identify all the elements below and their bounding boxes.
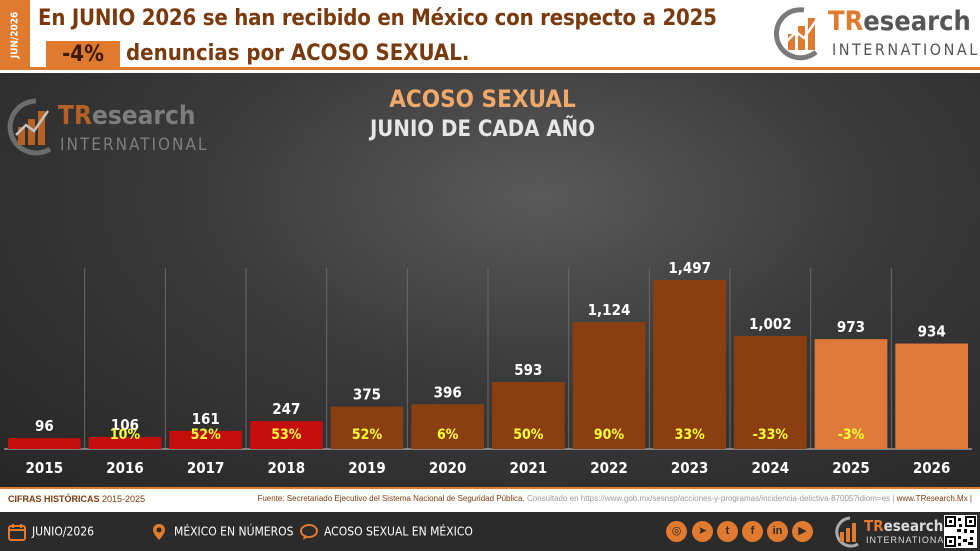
bar-2020 xyxy=(411,404,484,449)
footer-logo[interactable]: TResearch INTERNATIONAL xyxy=(832,515,949,549)
header: JUN/2026 En JUNIO 2026 se han recibido e… xyxy=(0,0,980,70)
calendar-icon xyxy=(8,524,26,541)
footer-mexico-numbers[interactable]: MÉXICO EN NÚMEROS xyxy=(150,523,293,541)
value-label-2022: 1,124 xyxy=(588,301,631,319)
facebook-icon[interactable]: f xyxy=(742,521,763,542)
value-label-2020: 396 xyxy=(434,383,462,401)
bar-2022 xyxy=(572,322,646,449)
value-label-2015: 96 xyxy=(35,417,54,435)
pct-change-label-2024: -33% xyxy=(753,427,789,443)
source-note: Fuente: Secretariado Ejecutivo del Siste… xyxy=(257,494,972,503)
pct-change-label-2023: 33% xyxy=(675,427,706,443)
x-tick-label-2024: 2024 xyxy=(752,459,790,477)
watermark-subtitle: INTERNATIONAL xyxy=(60,135,209,155)
source-strip: CIFRAS HISTÓRICAS 2015-2025 Fuente: Secr… xyxy=(0,487,980,510)
value-label-2018: 247 xyxy=(272,400,300,418)
chart-area: TResearch INTERNATIONAL ACOSO SEXUAL JUN… xyxy=(0,73,980,487)
brand-name: TResearch xyxy=(828,6,971,37)
bar-2018 xyxy=(250,421,323,449)
value-label-2021: 593 xyxy=(514,361,542,379)
watermark-brand: TResearch xyxy=(58,101,196,131)
x-tick-label-2017: 2017 xyxy=(187,459,225,477)
bar-2025 xyxy=(814,339,888,449)
instagram-icon[interactable]: ◎ xyxy=(666,521,687,542)
source-site[interactable]: www.TResearch.Mx | xyxy=(896,494,972,503)
value-label-2026: 934 xyxy=(918,323,946,341)
pct-change-label-2016: 10% xyxy=(110,427,141,443)
pct-change-label-2025: -3% xyxy=(838,427,865,443)
change-badge: -4% xyxy=(46,41,120,68)
x-tick-label-2019: 2019 xyxy=(348,459,386,477)
bar-2026 xyxy=(895,343,968,449)
source-url[interactable]: Consultado en https://www.gob.mx/sesnsp/… xyxy=(526,494,895,503)
pct-change-label-2022: 90% xyxy=(594,427,625,443)
footer-topic[interactable]: ACOSO SEXUAL EN MÉXICO xyxy=(300,523,473,541)
x-tick-label-2015: 2015 xyxy=(26,459,64,477)
value-label-2019: 375 xyxy=(353,386,381,404)
bar-2015 xyxy=(8,438,81,449)
map-pin-icon xyxy=(153,524,165,540)
pct-change-label-2021: 50% xyxy=(513,427,544,443)
x-tick-label-2021: 2021 xyxy=(510,459,548,477)
value-label-2024: 1,002 xyxy=(749,315,792,333)
linkedin-icon[interactable]: in xyxy=(767,521,788,542)
x-tick-label-2023: 2023 xyxy=(671,459,709,477)
historical-label: CIFRAS HISTÓRICAS 2015-2025 xyxy=(8,494,146,504)
qr-code[interactable] xyxy=(944,515,977,548)
value-label-2025: 973 xyxy=(837,318,865,336)
tresearch-logo[interactable]: TResearch INTERNATIONAL xyxy=(773,4,977,64)
watermark-logo-mark-icon xyxy=(7,98,52,156)
date-side-tag: JUN/2026 xyxy=(0,0,30,70)
twitter-icon[interactable]: t xyxy=(717,521,738,542)
bar-2023 xyxy=(653,280,726,449)
telegram-icon[interactable]: ➤ xyxy=(692,521,713,542)
date-side-label: JUN/2026 xyxy=(9,11,21,59)
qr-code-icon xyxy=(945,516,976,547)
bar-2017 xyxy=(169,430,242,449)
headline: En JUNIO 2026 se han recibido en México … xyxy=(38,6,717,31)
bar-chart: 96201510610%201616152%201724753%20183755… xyxy=(4,259,972,477)
chart-subtitle: JUNIO DE CADA AÑO xyxy=(369,117,596,142)
footer: JUNIO/2026 MÉXICO EN NÚMEROS ACOSO SEXUA… xyxy=(0,512,980,551)
historical-range: 2015-2025 xyxy=(102,494,146,504)
bar-2021 xyxy=(492,382,565,449)
bar-2016 xyxy=(88,437,162,449)
pct-change-label-2019: 52% xyxy=(352,427,383,443)
value-label-2023: 1,497 xyxy=(668,259,711,277)
x-tick-label-2020: 2020 xyxy=(429,459,467,477)
chat-bubble-icon xyxy=(300,524,318,540)
footer-date[interactable]: JUNIO/2026 xyxy=(8,523,94,541)
chart-title: ACOSO SEXUAL xyxy=(389,85,576,113)
pct-change-label-2018: 53% xyxy=(271,427,302,443)
value-label-2016: 106 xyxy=(111,416,139,434)
tresearch-logo-mark-icon xyxy=(773,7,820,61)
bar-2024 xyxy=(734,335,807,449)
pct-change-label-2017: 52% xyxy=(191,427,222,443)
headline-continued: denuncias por ACOSO SEXUAL. xyxy=(126,41,470,66)
source-fuente: Fuente: Secretariado Ejecutivo del Siste… xyxy=(257,494,525,503)
x-tick-label-2018: 2018 xyxy=(268,459,306,477)
x-tick-label-2022: 2022 xyxy=(590,459,628,477)
youtube-icon[interactable]: ▶ xyxy=(792,521,813,542)
x-tick-label-2016: 2016 xyxy=(106,459,144,477)
x-tick-label-2026: 2026 xyxy=(913,459,951,477)
bar-2019 xyxy=(330,406,404,449)
x-tick-label-2025: 2025 xyxy=(832,459,870,477)
pct-change-label-2020: 6% xyxy=(437,427,459,443)
watermark-logo: TResearch INTERNATIONAL xyxy=(6,95,206,165)
footer-logo-mark-icon xyxy=(835,516,859,548)
brand-subtitle: INTERNATIONAL xyxy=(832,40,980,59)
value-label-2017: 161 xyxy=(192,410,220,428)
